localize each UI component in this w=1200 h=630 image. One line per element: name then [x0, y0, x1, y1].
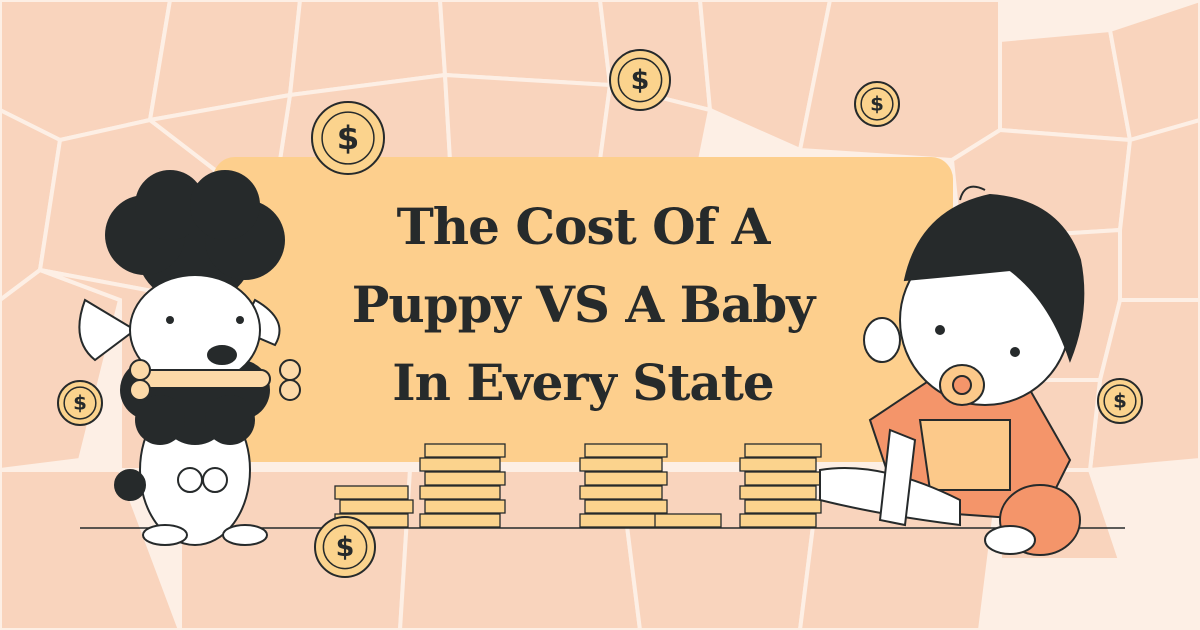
dollar-coin-icon: $ — [311, 101, 385, 175]
title-line-1: The Cost Of A — [396, 197, 771, 256]
dollar-coins: $ $ $ $ $ $ — [57, 49, 1143, 578]
stacked-coin — [419, 513, 501, 528]
dollar-coin-icon: $ — [609, 49, 671, 111]
dollar-coin-icon: $ — [1097, 378, 1143, 424]
dollar-coin-icon: $ — [57, 380, 103, 426]
title-line-2: Puppy VS A Baby — [351, 275, 816, 334]
dollar-sign: $ — [337, 119, 360, 157]
title-panel — [213, 157, 953, 462]
dollar-coin-icon: $ — [854, 81, 900, 127]
dollar-sign: $ — [870, 93, 884, 116]
stacked-coin — [744, 471, 822, 486]
stacked-coin — [739, 457, 817, 472]
title-line-3: In Every State — [392, 353, 774, 412]
stacked-coin — [744, 499, 822, 514]
baby-illustration — [819, 185, 1085, 556]
stacked-coin — [584, 443, 668, 458]
dollar-coin-icon: $ — [314, 516, 376, 578]
stacked-coin — [424, 443, 506, 458]
stacked-coin — [424, 471, 506, 486]
dollar-sign: $ — [73, 392, 87, 415]
stacked-coin — [584, 471, 668, 486]
stacked-coin — [579, 457, 663, 472]
stacked-coin — [744, 443, 822, 458]
stacked-coin — [584, 499, 668, 514]
stacked-coin — [739, 513, 817, 528]
stacked-coin — [334, 485, 409, 500]
stacked-coin — [654, 513, 722, 528]
stacked-coin — [579, 485, 663, 500]
dollar-sign: $ — [336, 532, 355, 563]
stacked-coin — [419, 457, 501, 472]
stacked-coin — [419, 485, 501, 500]
stacked-coin — [339, 499, 414, 514]
stacked-coin — [579, 513, 663, 528]
page-title: The Cost Of A Puppy VS A Baby In Every S… — [213, 188, 953, 422]
poodle-puppy-illustration — [78, 170, 301, 546]
coin-stacks — [334, 443, 822, 528]
dollar-sign: $ — [1113, 390, 1127, 413]
stacked-coin — [739, 485, 817, 500]
dollar-sign: $ — [631, 65, 650, 96]
stacked-coin — [424, 499, 506, 514]
